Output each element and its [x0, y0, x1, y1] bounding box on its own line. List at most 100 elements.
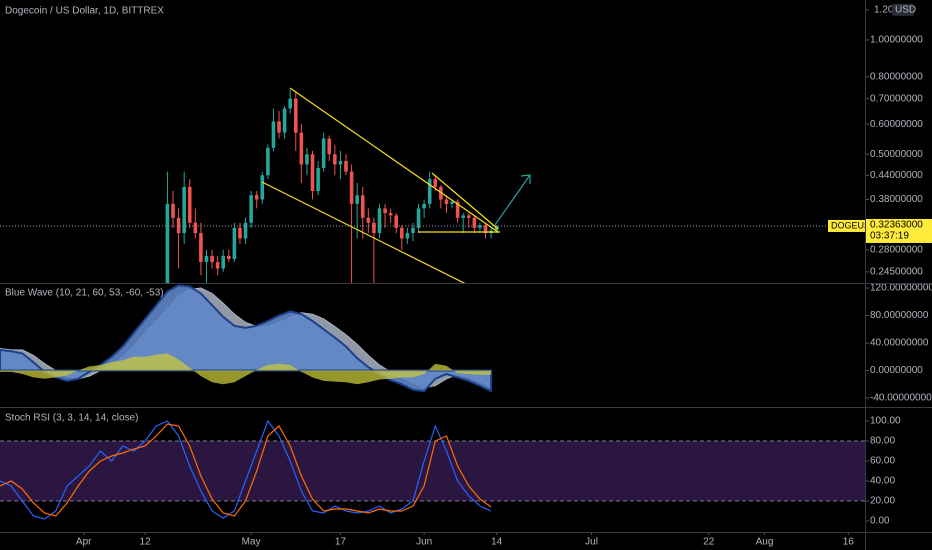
y-tick-label: 1.00000000 [870, 35, 923, 46]
candle-body [227, 255, 231, 259]
candle-body [377, 208, 382, 234]
currency: USD [895, 5, 916, 16]
candle-body [266, 147, 270, 176]
candle-body [271, 121, 276, 148]
line [0, 419, 492, 520]
wave-difference [0, 353, 492, 385]
symbol-badge [828, 219, 865, 232]
last-price-label: 0.32363000 [870, 220, 923, 231]
y-tick-label: 0.00000000 [870, 365, 923, 376]
candle-body [478, 225, 482, 228]
candle-body [422, 203, 426, 209]
candle-body [316, 167, 320, 192]
candle-body [199, 233, 203, 263]
candle-body [394, 215, 399, 228]
pane-title: Dogecoin / US Dollar, 1D, BITTREX [5, 6, 164, 17]
candle-body [249, 195, 253, 223]
candle-body [427, 179, 432, 204]
y-tick-label: 80.00000000 [870, 310, 929, 321]
x-tick-label: Jun [416, 537, 432, 548]
y-tick-label: 0.60000000 [870, 119, 923, 130]
candle-body [344, 160, 348, 172]
candle-body [483, 225, 488, 234]
trendline [431, 172, 499, 230]
y-tick-label: 20.00 [870, 496, 895, 507]
candle-body [327, 138, 332, 155]
candle-body [366, 217, 371, 223]
y-tick-label: 0.38000000 [870, 194, 923, 205]
candle-body [204, 255, 209, 263]
line [0, 423, 492, 517]
candle-body [333, 154, 337, 165]
candle-body [400, 227, 404, 239]
plot-layer: 1.20 1.00000000 0.80000000 0.70000000 0.6000… [0, 3, 932, 548]
x-tick-label: Aug [756, 537, 774, 548]
candle-body [299, 132, 304, 165]
candle-body [182, 186, 186, 234]
candle-body [405, 233, 410, 239]
candle-body [433, 179, 438, 187]
candle-body [450, 201, 454, 204]
candle-body [355, 195, 359, 204]
candle-body [338, 160, 343, 165]
drawings [261, 87, 531, 283]
trendline [261, 181, 466, 283]
y-tick-label: 0.24500000 [870, 267, 923, 278]
y-tick-label: 0.50000000 [870, 149, 923, 160]
candle-body [472, 217, 477, 228]
candle-body [254, 195, 259, 200]
y-tick-label: 0.00 [870, 516, 890, 527]
pane-title: Blue Wave (10, 21, 60, 53, -60, -53) [5, 288, 164, 299]
y-tick-label: 0.28000000 [870, 244, 923, 255]
x-tick-label: 16 [843, 537, 855, 548]
candle-body [383, 208, 387, 214]
candle-body [305, 154, 309, 165]
candle-body [388, 213, 393, 216]
pane [0, 419, 865, 520]
candle-body [193, 222, 198, 234]
candle-body [372, 222, 376, 234]
candle-body [321, 138, 326, 168]
y-tick-label: 0.44000000 [870, 170, 923, 181]
candle-body [411, 227, 415, 234]
candle-body [360, 195, 365, 218]
countdown: 03:37:19 [870, 231, 909, 242]
candle-body [439, 186, 443, 200]
candle-body [215, 262, 220, 269]
symbol-label: DOGEUSD [831, 220, 877, 230]
y-tick-label: 100.00 [870, 416, 901, 427]
currency-badge [892, 3, 914, 16]
arrow-head [520, 174, 531, 184]
y-tick-label: 0.70000000 [870, 93, 923, 104]
candle-body [293, 98, 298, 133]
y-tick-label: 1.20 [874, 5, 894, 16]
arrow [494, 174, 531, 226]
y-tick-label: 40.00000000 [870, 338, 929, 349]
candle-body [176, 217, 181, 234]
candle-body [466, 215, 471, 218]
candle-body [232, 227, 237, 259]
candle-body [461, 215, 465, 218]
candle-body [187, 186, 192, 223]
y-tick-label: 60.00 [870, 456, 895, 467]
candle-body [282, 108, 287, 133]
x-tick-label: 17 [335, 537, 347, 548]
candle-body [210, 255, 214, 263]
y-tick-label: 0.80000000 [870, 71, 923, 82]
x-tick-label: 22 [703, 537, 715, 548]
candle-body [260, 175, 265, 200]
candle-body [221, 255, 226, 269]
candle-body [416, 208, 421, 228]
price-badge [866, 218, 932, 243]
candle-body [171, 203, 175, 218]
candle-body [238, 227, 242, 239]
candle-body [243, 222, 248, 239]
x-tick-label: 12 [140, 537, 152, 548]
x-tick-label: Apr [76, 537, 92, 548]
y-tick-label: 120.00000000 [870, 283, 932, 294]
x-tick-label: 14 [491, 537, 503, 548]
candle-body [444, 199, 449, 204]
pane-title: Stoch RSI (3, 3, 14, 14, close) [5, 413, 138, 424]
candle-body [165, 203, 170, 283]
